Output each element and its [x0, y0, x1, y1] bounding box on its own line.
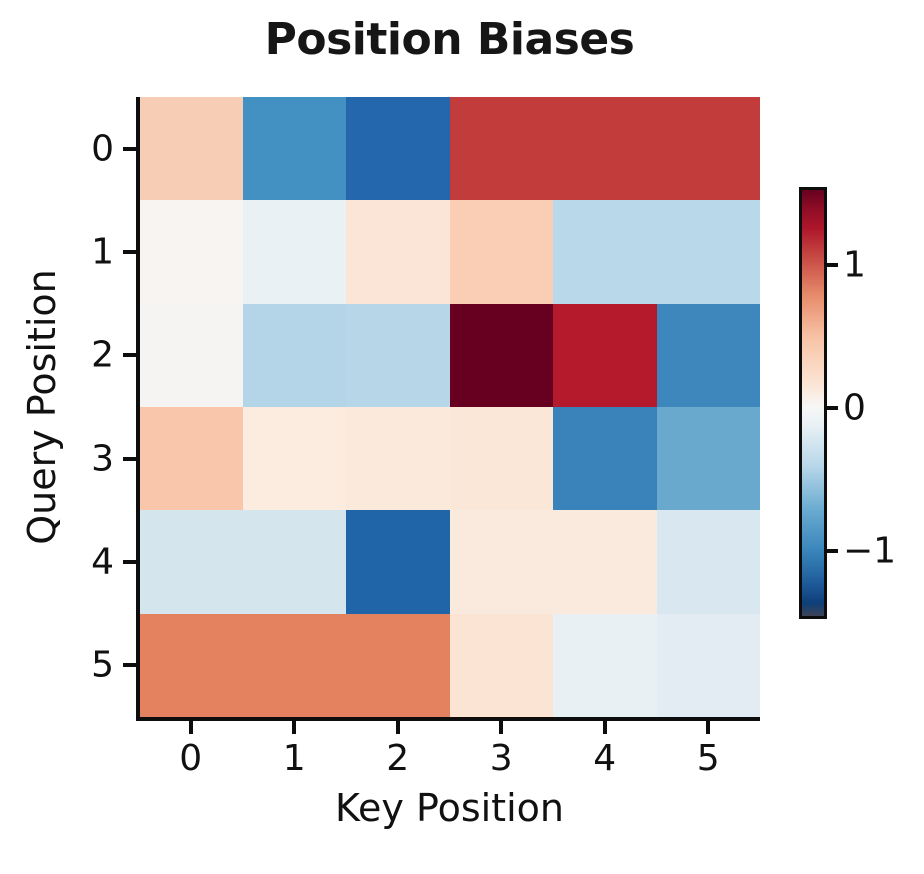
y-axis-label: Query Position [20, 269, 64, 545]
heatmap-cell [139, 97, 243, 201]
chart-title: Position Biases [264, 14, 635, 65]
x-tick-mark [706, 721, 711, 734]
heatmap-cell [656, 200, 760, 304]
heatmap-cell [139, 407, 243, 511]
x-tick-label: 3 [489, 738, 513, 779]
heatmap-cell [656, 407, 760, 511]
x-tick-mark [292, 721, 297, 734]
heatmap-cell [139, 510, 243, 614]
y-tick-mark [123, 663, 136, 668]
x-tick-mark [188, 721, 193, 734]
y-axis-tick-labels: 0 1 2 3 4 5 [0, 97, 114, 717]
heatmap-cell [242, 613, 346, 717]
heatmap-cell [449, 613, 553, 717]
heatmap-cell [449, 200, 553, 304]
y-tick-mark [123, 146, 136, 151]
heatmap-cell [139, 613, 243, 717]
y-tick-mark [123, 353, 136, 358]
heatmap-grid [139, 97, 760, 717]
heatmap-cell [139, 303, 243, 407]
y-tick-label: 4 [91, 541, 114, 583]
heatmap-cell [449, 303, 553, 407]
heatmap-cell [346, 407, 450, 511]
y-tick-mark [123, 560, 136, 564]
heatmap-cell [656, 510, 760, 614]
heatmap-cell [242, 303, 346, 407]
colorbar-tick-label: −1 [843, 530, 897, 572]
heatmap-cell [553, 407, 657, 511]
heatmap-cell [449, 407, 553, 511]
colorbar-ticks [827, 190, 838, 616]
heatmap-cell [346, 97, 450, 201]
y-tick-mark [123, 250, 136, 254]
x-axis-label: Key Position [335, 786, 564, 830]
x-axis-ticks [139, 721, 760, 734]
heatmap-cell [656, 613, 760, 717]
heatmap-cell [242, 97, 346, 201]
heatmap-cell [656, 97, 760, 201]
x-tick-label: 1 [282, 738, 306, 779]
y-tick-label: 1 [91, 231, 114, 273]
y-axis-ticks [123, 97, 136, 717]
heatmap-cell [242, 510, 346, 614]
heatmap-cell [139, 200, 243, 304]
colorbar-tick-mark [827, 406, 838, 411]
y-axis-spine [136, 97, 140, 721]
colorbar-tick-label: 0 [843, 387, 866, 429]
y-tick-label: 2 [91, 334, 114, 376]
colorbar [799, 187, 827, 619]
x-axis-tick-labels: 0 1 2 3 4 5 [139, 736, 760, 782]
x-tick-label: 5 [696, 738, 720, 779]
y-tick-mark [123, 456, 136, 461]
heatmap-cell [449, 97, 553, 201]
heatmap-cell [242, 407, 346, 511]
heatmap-cell [242, 200, 346, 304]
colorbar-tick-mark [827, 262, 838, 267]
colorbar-tick-mark [827, 549, 838, 554]
y-tick-label: 0 [91, 128, 114, 170]
x-tick-mark [602, 721, 607, 734]
x-tick-label: 2 [386, 738, 410, 779]
heatmap-cell [449, 510, 553, 614]
colorbar-tick-label: 1 [843, 244, 866, 286]
heatmap-cell [553, 613, 657, 717]
heatmap-cell [346, 303, 450, 407]
x-tick-label: 4 [593, 738, 617, 779]
heatmap-cell [656, 303, 760, 407]
x-axis-spine [136, 717, 760, 721]
heatmap-cell [553, 97, 657, 201]
heatmap-cell [346, 613, 450, 717]
heatmap-cell [553, 200, 657, 304]
y-tick-label: 5 [91, 644, 114, 686]
heatmap-cell [346, 200, 450, 304]
heatmap-cell [553, 303, 657, 407]
colorbar-tick-labels: 1 0 −1 [843, 190, 913, 616]
y-tick-label: 3 [91, 438, 114, 480]
x-tick-mark [395, 721, 400, 734]
heatmap-cell [346, 510, 450, 614]
x-tick-label: 0 [179, 738, 203, 779]
heatmap-cell [553, 510, 657, 614]
x-tick-mark [499, 721, 504, 734]
